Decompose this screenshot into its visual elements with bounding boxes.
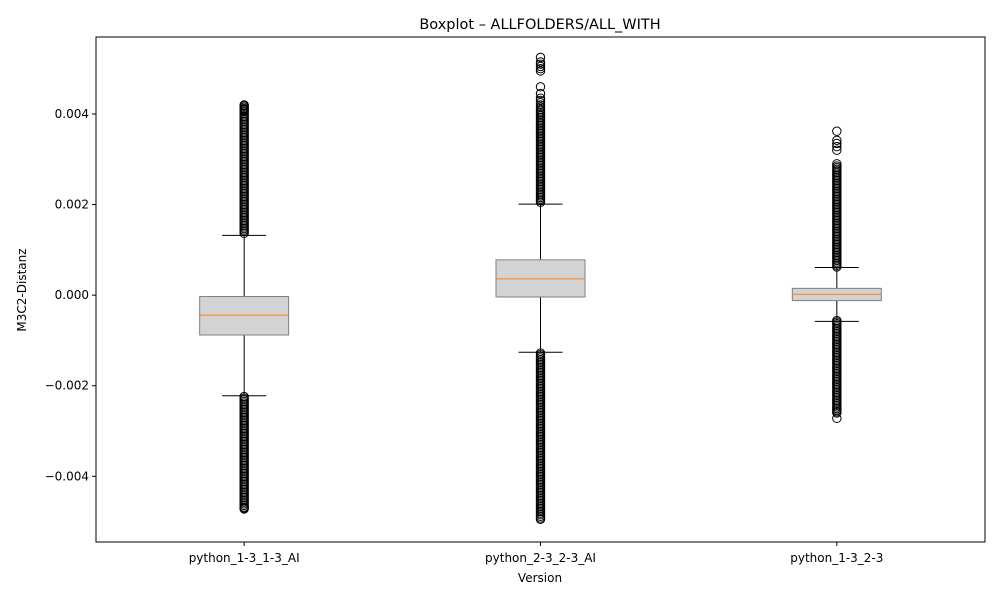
box-group [495, 52, 586, 525]
outlier-point [832, 413, 842, 424]
outlier-point [535, 52, 546, 63]
outlier-point [535, 88, 546, 99]
outlier-point [535, 64, 546, 74]
outlier-point [535, 59, 546, 69]
box-group [791, 126, 882, 424]
y-axis: 0.004 0.002 0.000 −0.002 −0.004 [45, 107, 96, 483]
outlier-point [535, 102, 546, 112]
x-tick-label: python_1-3_1-3_AI [189, 551, 300, 565]
y-tick-label: −0.002 [45, 379, 89, 393]
box-group [199, 100, 290, 514]
x-axis-label: Version [518, 571, 562, 585]
x-tick-label: python_1-3_2-3 [790, 551, 883, 565]
outlier-point [535, 93, 546, 103]
outlier-point [535, 100, 546, 110]
outlier-point [832, 159, 842, 169]
y-axis-label: M3C2-Distanz [15, 248, 29, 331]
outlier-point [535, 514, 546, 525]
chart-title: Boxplot – ALLFOLDERS/ALL_WITH [419, 17, 660, 33]
outlier-point [535, 57, 546, 67]
plot-area [199, 52, 882, 525]
y-tick-label: 0.004 [55, 107, 89, 121]
outlier-point [535, 61, 546, 72]
outlier-point [832, 138, 842, 149]
outlier-point [535, 66, 546, 76]
x-tick-label: python_2-3_2-3_AI [485, 551, 596, 565]
outlier-point [535, 95, 546, 106]
outlier-point [832, 145, 842, 155]
outlier-point [535, 97, 546, 108]
iqr-box [199, 296, 290, 336]
y-tick-label: 0.000 [55, 288, 89, 302]
y-tick-label: −0.004 [45, 469, 89, 483]
outlier-point [832, 126, 842, 136]
outlier-point [535, 82, 546, 92]
y-tick-label: 0.002 [55, 198, 89, 212]
outlier-point [832, 408, 842, 418]
outlier-point [239, 504, 249, 514]
x-axis: python_1-3_1-3_AI python_2-3_2-3_AI python… [189, 542, 883, 565]
outlier-point [832, 141, 842, 152]
outlier-point [239, 100, 249, 110]
outlier-point [832, 135, 842, 145]
